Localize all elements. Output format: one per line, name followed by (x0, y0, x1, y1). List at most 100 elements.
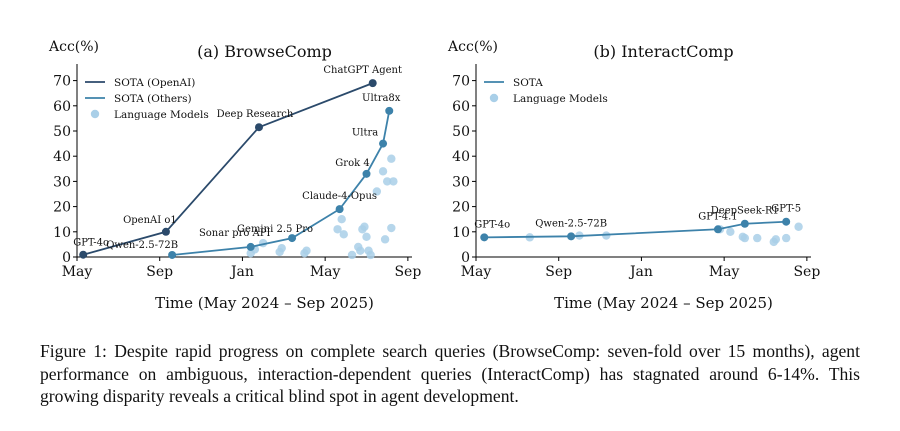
sota-point (713, 225, 722, 234)
x-tick-label: Jan (229, 264, 254, 280)
point-label: GPT-5 (771, 204, 801, 215)
language-model-point (794, 222, 803, 231)
language-model-point (362, 232, 371, 242)
legend-entry: Language Models (114, 109, 209, 121)
sota-point (168, 250, 177, 259)
sota-series-line (82, 82, 374, 256)
y-axis-label: Acc(%) (447, 39, 498, 55)
language-model-point (378, 167, 388, 176)
language-model-point (602, 231, 611, 240)
y-tick-label: 60 (53, 99, 71, 115)
point-label: OpenAI o1 (123, 215, 177, 226)
x-tick-label: May (709, 264, 740, 280)
language-model-point (372, 187, 382, 196)
language-model-point (382, 177, 392, 186)
language-model-point (740, 233, 750, 243)
language-model-point (333, 225, 342, 234)
x-axis-label: Time (May 2024 – Sep 2025) (155, 294, 374, 312)
language-model-point (387, 223, 396, 233)
legend-entry: SOTA (OpenAI) (114, 77, 195, 89)
y-tick-label: 30 (53, 174, 71, 190)
figure: 0 10 20 30 40 50 60 70 May Sep Jan May Sep Acc(%) (a) … (48, 39, 820, 312)
point-label: Ultra8x (362, 93, 401, 104)
chart-title: (a) BrowseComp (197, 42, 332, 61)
point-label: GPT-4o (73, 238, 109, 249)
language-model-point (277, 243, 286, 253)
x-tick-label: May (62, 264, 93, 280)
point-label: Deep Research (217, 109, 294, 120)
language-model-point (753, 233, 762, 243)
chart-browsecomp: 0 10 20 30 40 50 60 70 May Sep Jan May Sep Acc(%) (a) … (48, 39, 421, 312)
sota-point (335, 205, 344, 214)
y-tick-label: 60 (452, 99, 470, 115)
language-model-point (387, 154, 396, 163)
legend-marker-dot (90, 109, 100, 119)
language-model-point (339, 230, 348, 239)
y-tick-label: 50 (452, 124, 470, 140)
y-tick-label: 20 (452, 200, 470, 216)
sota-point (362, 169, 371, 178)
legend-entry: SOTA (Others) (114, 93, 192, 105)
chart-title: (b) InteractComp (593, 42, 733, 61)
x-tick-label: Jan (628, 264, 653, 280)
point-label: GPT-4o (474, 219, 510, 230)
language-model-point (360, 222, 369, 231)
y-axis-label: Acc(%) (48, 39, 99, 55)
sota-point (368, 79, 377, 88)
point-label: Ultra (352, 128, 378, 139)
point-label: DeepSeek-R1 (711, 206, 779, 217)
x-axis-label: Time (May 2024 – Sep 2025) (554, 294, 773, 312)
sota-point (79, 250, 88, 259)
language-model-point (781, 233, 791, 243)
x-tick-label: May (461, 264, 492, 280)
y-tick-label: 0 (461, 250, 470, 266)
sota-point (254, 123, 263, 132)
language-model-point (380, 235, 390, 244)
x-tick-label: Sep (793, 264, 820, 280)
y-tick-label: 10 (452, 225, 470, 241)
y-tick-label: 10 (53, 225, 71, 241)
language-model-point (366, 250, 375, 260)
y-tick-label: 40 (452, 149, 470, 165)
point-label: Grok 4 (335, 158, 369, 169)
point-label: Qwen-2.5-72B (106, 240, 178, 251)
point-label: Sonar pro API (199, 228, 271, 239)
language-model-point (302, 246, 311, 255)
language-model-point (771, 235, 781, 244)
sota-point (288, 234, 297, 243)
sota-point (480, 233, 489, 242)
point-label: Qwen-2.5-72B (535, 218, 607, 229)
y-tick-label: 40 (53, 149, 71, 165)
sota-point (782, 217, 791, 226)
chart-interactcomp: 0 10 20 30 40 50 60 70 May Sep Jan May Sep Acc(%) (b) … (447, 39, 820, 312)
language-model-point (347, 250, 357, 260)
legend-entry: Language Models (513, 93, 608, 105)
language-model-point (337, 215, 346, 224)
y-tick-label: 50 (53, 124, 71, 140)
sota-point (161, 227, 170, 236)
y-tick-label: 30 (452, 174, 470, 190)
sota-point (246, 242, 255, 251)
language-model-point (389, 177, 398, 186)
legend-entry: SOTA (513, 77, 543, 89)
x-tick-label: Sep (545, 264, 572, 280)
sota-point (567, 232, 576, 241)
y-tick-label: 70 (53, 74, 71, 90)
language-model-point (356, 246, 365, 255)
point-label: Claude-4-Opus (302, 191, 377, 202)
y-tick-label: 0 (62, 250, 71, 266)
legend-marker-dot (489, 93, 499, 103)
sota-point (385, 106, 394, 115)
language-model-point (726, 227, 735, 236)
sota-point (740, 219, 749, 228)
point-label: Gemini 2.5 Pro (237, 224, 313, 235)
x-tick-label: May (310, 264, 341, 280)
y-tick-label: 20 (53, 200, 71, 216)
point-label: GPT-4.1 (698, 211, 737, 222)
y-tick-label: 70 (452, 74, 470, 90)
point-label: ChatGPT Agent (323, 65, 402, 76)
x-tick-label: Sep (146, 264, 173, 280)
x-tick-label: Sep (394, 264, 421, 280)
sota-point (379, 139, 388, 148)
figure-caption: Figure 1: Despite rapid progress on comp… (40, 341, 860, 406)
